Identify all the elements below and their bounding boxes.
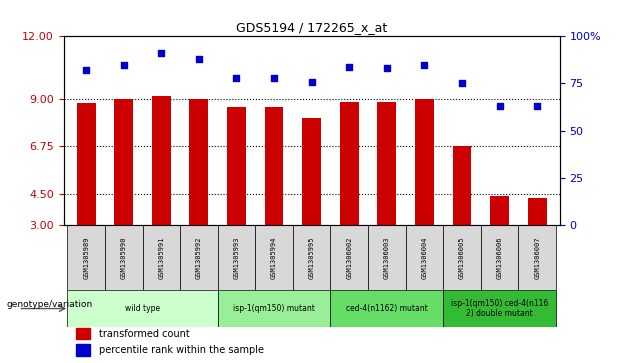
Point <box>307 79 317 85</box>
Point <box>457 81 467 86</box>
Bar <box>77 103 95 225</box>
Point <box>419 62 429 68</box>
Text: GSM1306002: GSM1306002 <box>346 236 352 279</box>
Bar <box>331 290 443 327</box>
Bar <box>377 102 396 225</box>
Title: GDS5194 / 172265_x_at: GDS5194 / 172265_x_at <box>236 21 387 34</box>
Text: GSM1305990: GSM1305990 <box>121 236 127 279</box>
Bar <box>67 225 105 290</box>
Bar <box>368 225 406 290</box>
Bar <box>227 107 246 225</box>
Bar <box>331 225 368 290</box>
Bar <box>142 225 180 290</box>
Bar <box>152 96 170 225</box>
Bar <box>528 198 546 225</box>
Point <box>156 50 167 56</box>
Bar <box>443 290 556 327</box>
Text: GSM1306004: GSM1306004 <box>422 236 427 279</box>
Bar <box>340 102 359 225</box>
Bar <box>105 225 142 290</box>
Bar <box>453 146 471 225</box>
Bar <box>490 196 509 225</box>
Point <box>269 75 279 81</box>
Bar <box>481 225 518 290</box>
Point <box>532 103 543 109</box>
Text: percentile rank within the sample: percentile rank within the sample <box>99 345 263 355</box>
Bar <box>265 107 284 225</box>
Bar <box>255 225 293 290</box>
Text: GSM1305989: GSM1305989 <box>83 236 89 279</box>
Bar <box>302 118 321 225</box>
Bar <box>293 225 331 290</box>
Bar <box>518 225 556 290</box>
Bar <box>406 225 443 290</box>
Text: GSM1306003: GSM1306003 <box>384 236 390 279</box>
Text: GSM1306005: GSM1306005 <box>459 236 465 279</box>
Point <box>81 68 91 73</box>
Point <box>194 56 204 62</box>
Text: isp-1(qm150) mutant: isp-1(qm150) mutant <box>233 304 315 313</box>
Point <box>344 64 354 69</box>
Bar <box>76 328 90 339</box>
Bar <box>76 344 90 356</box>
Point <box>232 75 242 81</box>
Bar <box>67 290 218 327</box>
Bar <box>114 99 133 225</box>
Point <box>119 62 129 68</box>
Text: GSM1305993: GSM1305993 <box>233 236 240 279</box>
Bar <box>443 225 481 290</box>
Text: transformed count: transformed count <box>99 329 190 339</box>
Bar <box>218 225 255 290</box>
Text: genotype/variation: genotype/variation <box>6 301 93 309</box>
Point <box>382 65 392 71</box>
Text: GSM1305991: GSM1305991 <box>158 236 164 279</box>
Text: GSM1306006: GSM1306006 <box>497 236 502 279</box>
Text: ced-4(n1162) mutant: ced-4(n1162) mutant <box>346 304 427 313</box>
Bar <box>218 290 331 327</box>
Text: wild type: wild type <box>125 304 160 313</box>
Text: isp-1(qm150) ced-4(n116
2) double mutant: isp-1(qm150) ced-4(n116 2) double mutant <box>451 299 548 318</box>
Bar <box>190 99 209 225</box>
Bar <box>180 225 218 290</box>
Text: GSM1306007: GSM1306007 <box>534 236 540 279</box>
Text: GSM1305992: GSM1305992 <box>196 236 202 279</box>
Point <box>494 103 504 109</box>
Text: GSM1305994: GSM1305994 <box>271 236 277 279</box>
Text: GSM1305995: GSM1305995 <box>308 236 315 279</box>
Bar <box>415 99 434 225</box>
